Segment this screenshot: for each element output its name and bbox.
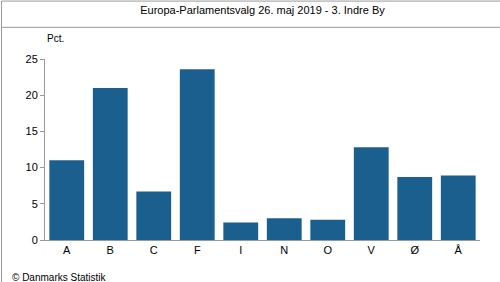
svg-text:Europa-Parlamentsvalg 26. maj: Europa-Parlamentsvalg 26. maj 2019 - 3. … (140, 4, 385, 16)
svg-text:C: C (150, 244, 158, 256)
svg-text:Å: Å (455, 244, 463, 256)
svg-text:O: O (323, 244, 332, 256)
svg-text:© Danmarks Statistik: © Danmarks Statistik (12, 272, 107, 282)
svg-text:5: 5 (32, 198, 38, 210)
svg-text:V: V (368, 244, 376, 256)
svg-text:15: 15 (26, 125, 38, 137)
svg-text:25: 25 (26, 53, 38, 65)
svg-text:Pct.: Pct. (47, 33, 64, 44)
svg-text:A: A (63, 244, 71, 256)
svg-text:20: 20 (26, 89, 38, 101)
svg-text:I: I (239, 244, 242, 256)
svg-text:0: 0 (32, 234, 38, 246)
svg-text:B: B (107, 244, 114, 256)
svg-text:F: F (194, 244, 201, 256)
svg-text:10: 10 (26, 161, 38, 173)
svg-text:Ø: Ø (410, 244, 419, 256)
svg-text:N: N (280, 244, 288, 256)
